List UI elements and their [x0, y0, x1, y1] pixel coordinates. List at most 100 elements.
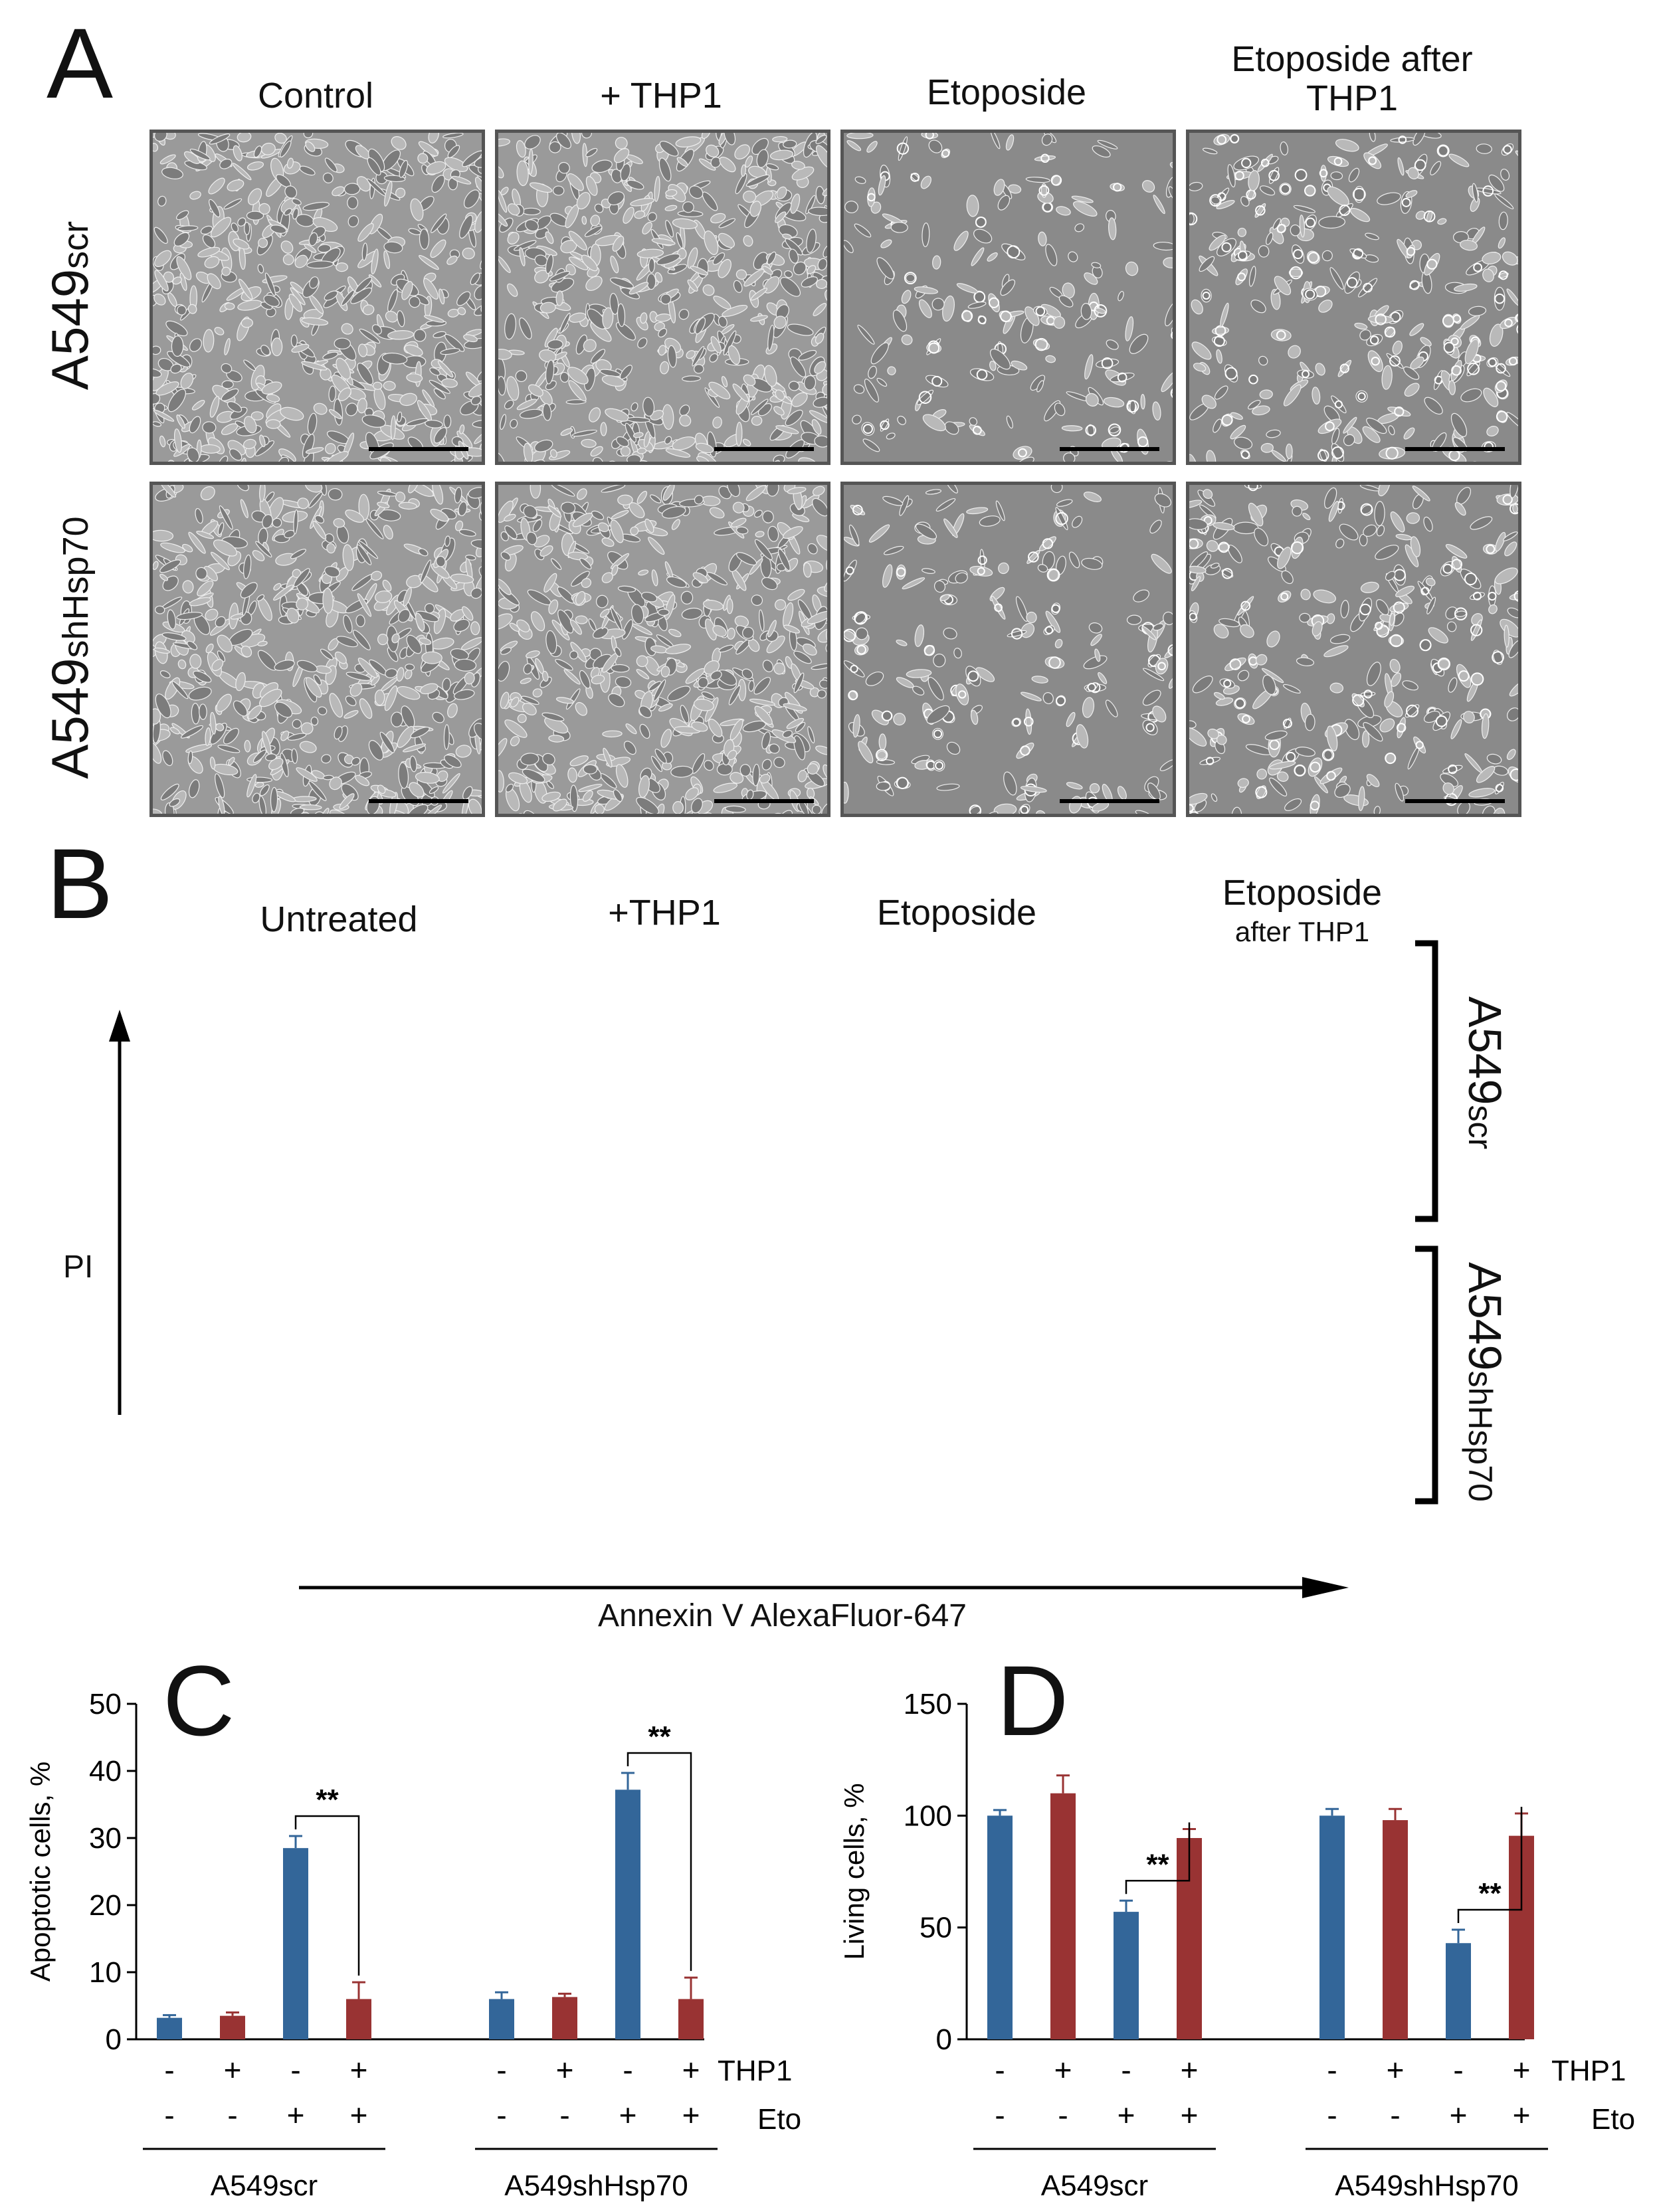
significance-marker: ** — [1478, 1877, 1502, 1910]
thp1-sign: + — [1054, 2053, 1072, 2087]
micrograph-r2-c4 — [1186, 482, 1521, 817]
eto-sign: - — [1058, 2098, 1068, 2132]
scale-bar — [1405, 447, 1505, 451]
eto-sign: + — [1118, 2098, 1135, 2132]
chart-c-apoptotic: 0 10 20 30 40 50 Apoptotic cells, % - - + - - + + + ** A… — [25, 1688, 801, 2202]
bar — [1383, 1820, 1408, 2039]
eto-sign: - — [559, 2098, 569, 2132]
thp1-sign: + — [1387, 2053, 1405, 2087]
bar — [346, 1999, 371, 2039]
y-tick-label: 0 — [936, 2023, 952, 2056]
significance-marker: ** — [648, 1720, 671, 1753]
flow-col-etoposide-after: Etoposide — [1222, 873, 1383, 913]
y-tick-label: 20 — [89, 1889, 122, 1922]
bar — [489, 1999, 514, 2039]
eto-sign: - — [164, 2098, 174, 2132]
eto-sign: + — [287, 2098, 305, 2132]
thp1-sign: - — [1327, 2053, 1337, 2087]
flow-col-untreated: Untreated — [260, 899, 418, 939]
panel-a-letter: A — [47, 7, 114, 119]
thp1-sign: - — [623, 2053, 633, 2087]
micrograph-r1-c3 — [840, 130, 1176, 465]
chart-d-living: 0 50 100 150 Living cells, % - - + - - + + + ** A549sc… — [838, 1688, 1635, 2202]
y-axis-label: Living cells, % — [838, 1783, 870, 1960]
thp1-sign: - — [995, 2053, 1005, 2087]
y-tick-label: 10 — [89, 1956, 122, 1989]
bar — [1050, 1793, 1076, 2039]
significance-bracket — [1457, 1806, 1523, 1924]
annexin-axis-arrow — [299, 1577, 1349, 1598]
thp1-sign: - — [496, 2053, 506, 2087]
row-label-thp1: THP1 — [718, 2055, 792, 2087]
bar — [220, 2015, 245, 2039]
bar — [678, 1999, 704, 2039]
pi-axis-label: PI — [63, 1249, 94, 1285]
y-tick-label: 50 — [920, 1912, 952, 1944]
annexin-axis-label: Annexin V AlexaFluor-647 — [598, 1598, 967, 1633]
row-label-a549scr: A549scr — [41, 221, 99, 391]
thp1-sign: - — [164, 2053, 174, 2087]
eto-sign: - — [496, 2098, 506, 2132]
micrograph-r2-c1 — [149, 482, 485, 817]
y-axis-label: Apoptotic cells, % — [25, 1762, 56, 1982]
bar — [987, 1815, 1013, 2039]
col-title-etoposide: Etoposide — [926, 72, 1087, 112]
thp1-sign: + — [224, 2053, 242, 2087]
row-label-a549shhsp70: A549shHsp70 — [41, 516, 99, 779]
micrograph-r2-c2 — [495, 482, 830, 817]
group-label: A549scr — [1041, 2169, 1148, 2202]
significance-bracket — [627, 1752, 692, 1972]
micrograph-texture — [498, 133, 827, 462]
thp1-sign: + — [1513, 2053, 1531, 2087]
y-tick-label: 150 — [904, 1688, 952, 1720]
eto-sign: + — [1450, 2098, 1468, 2132]
flow-col-after-thp1: after THP1 — [1234, 916, 1370, 947]
panel-c-letter: C — [163, 1645, 235, 1756]
micrograph-texture — [498, 485, 827, 814]
micrograph-r1-c1 — [149, 130, 485, 465]
thp1-sign: + — [1181, 2053, 1199, 2087]
panel-d-letter: D — [997, 1645, 1069, 1756]
scale-bar — [369, 799, 468, 803]
eto-sign: - — [227, 2098, 237, 2132]
micrograph-texture — [844, 485, 1173, 814]
group-brackets — [1415, 940, 1438, 1505]
flow-col-thp1: +THP1 — [608, 893, 721, 933]
col-title-control: Control — [257, 76, 374, 116]
scale-bar — [369, 447, 468, 451]
bar — [1319, 1815, 1345, 2039]
thp1-sign: + — [682, 2053, 700, 2087]
scale-bar — [714, 799, 814, 803]
micrograph-texture — [1189, 485, 1518, 814]
col-title-thp1: + THP1 — [600, 76, 722, 116]
y-tick-label: 50 — [89, 1688, 122, 1720]
thp1-sign: + — [556, 2053, 574, 2087]
scale-bar — [1060, 799, 1159, 803]
flow-col-etoposide: Etoposide — [876, 893, 1037, 933]
thp1-sign: + — [350, 2053, 368, 2087]
bar — [157, 2017, 182, 2039]
pi-axis-arrow — [109, 1010, 130, 1415]
group-label: A549scr — [211, 2169, 318, 2202]
eto-sign: - — [1327, 2098, 1337, 2132]
micrograph-texture — [844, 133, 1173, 462]
y-tick-label: 0 — [106, 2023, 122, 2056]
eto-sign: + — [619, 2098, 637, 2132]
row-label-eto: Eto — [1591, 2103, 1635, 2136]
eto-sign: + — [350, 2098, 368, 2132]
micrograph-texture — [153, 485, 482, 814]
eto-sign: - — [1390, 2098, 1400, 2132]
thp1-sign: - — [1453, 2053, 1463, 2087]
group-label: A549shHsp70 — [1335, 2169, 1518, 2202]
col-title-etoposide-after-thp1: Etoposide after THP1 — [1231, 39, 1473, 119]
significance-marker: ** — [316, 1784, 339, 1816]
row-label-thp1: THP1 — [1551, 2055, 1626, 2087]
significance-bracket — [1125, 1822, 1191, 1894]
thp1-sign: - — [290, 2053, 300, 2087]
bar — [283, 1848, 308, 2039]
row-label-eto: Eto — [757, 2103, 801, 2136]
eto-sign: - — [995, 2098, 1005, 2132]
micrograph-r1-c2 — [495, 130, 830, 465]
bracket-label-scr: A549scr — [1459, 996, 1511, 1150]
bar — [615, 1790, 640, 2039]
